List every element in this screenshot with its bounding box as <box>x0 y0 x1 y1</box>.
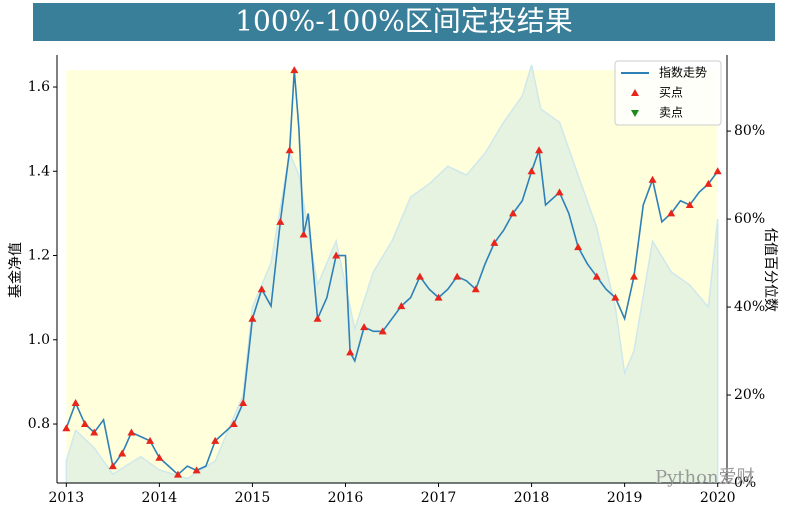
x-tick-label: 2020 <box>700 490 736 506</box>
buy-marker <box>239 398 248 406</box>
buy-marker <box>415 272 424 280</box>
x-tick-label: 2014 <box>142 490 178 506</box>
y-tick-label: 1.6 <box>28 79 50 95</box>
y2-tick-label: 40% <box>734 299 765 315</box>
buy-marker <box>667 209 676 217</box>
buy-marker <box>146 436 155 444</box>
buy-marker <box>555 188 564 196</box>
buy-marker <box>108 462 117 470</box>
y2-tick-label: 0% <box>734 475 756 491</box>
y2-axis-label: 估值百分位数 <box>762 228 778 312</box>
buy-marker <box>346 348 355 356</box>
legend-label: 指数走势 <box>659 65 707 80</box>
buy-marker <box>118 449 127 457</box>
buy-marker <box>71 398 80 406</box>
legend-label: 买点 <box>659 86 683 100</box>
x-tick-label: 2019 <box>607 490 643 506</box>
chart-title: 100%-100%区间定投结果 <box>235 5 573 38</box>
buy-marker <box>535 146 544 154</box>
legend-label: 卖点 <box>659 106 683 120</box>
buy-marker <box>290 66 299 74</box>
watermark: Python爱财 <box>655 467 755 488</box>
y-tick-label: 1.0 <box>28 332 50 348</box>
buy-marker <box>508 209 517 217</box>
buy-marker <box>434 293 443 301</box>
y-tick-label: 0.8 <box>28 416 50 432</box>
buy-marker <box>62 424 71 432</box>
buy-marker <box>471 285 480 293</box>
buy-marker <box>648 175 657 183</box>
buy-marker <box>299 230 308 238</box>
buy-marker <box>490 238 499 246</box>
legend-marker <box>631 89 639 96</box>
buy-marker <box>229 420 238 428</box>
buy-marker <box>574 243 583 251</box>
buy-marker <box>248 314 257 322</box>
buy-marker <box>453 272 462 280</box>
buy-marker <box>704 179 713 187</box>
buy-marker <box>713 167 722 175</box>
buy-marker <box>332 251 341 259</box>
y2-tick-label: 20% <box>734 387 765 403</box>
buy-marker <box>611 293 620 301</box>
y2-tick-label: 60% <box>734 211 765 227</box>
y2-tick-label: 80% <box>734 123 765 139</box>
buy-marker <box>211 436 220 444</box>
buy-marker <box>285 146 294 154</box>
buy-marker <box>257 285 266 293</box>
y-axis-label: 基金净值 <box>7 242 24 298</box>
y-tick-label: 1.2 <box>28 248 50 264</box>
legend-marker <box>631 110 639 117</box>
x-tick-label: 2015 <box>235 490 271 506</box>
title-banner <box>33 3 775 41</box>
buy-marker <box>313 314 322 322</box>
x-tick-label: 2018 <box>514 490 550 506</box>
buy-marker <box>397 302 406 310</box>
buy-marker <box>527 167 536 175</box>
buy-marker <box>685 200 694 208</box>
buy-marker <box>360 323 369 331</box>
buy-marker <box>80 420 89 428</box>
buy-marker <box>276 217 285 225</box>
x-tick-label: 2017 <box>421 490 457 506</box>
buy-marker <box>90 428 99 436</box>
buy-marker <box>155 453 164 461</box>
x-tick-label: 2016 <box>328 490 364 506</box>
buy-marker <box>192 466 201 474</box>
buy-marker <box>592 272 601 280</box>
buy-marker <box>629 272 638 280</box>
buy-marker <box>127 428 136 436</box>
buy-marker <box>173 470 182 478</box>
legend-box <box>614 60 722 126</box>
y-tick-label: 1.4 <box>28 163 50 179</box>
index-line <box>65 70 719 476</box>
buy-marker <box>378 327 387 335</box>
x-tick-label: 2013 <box>48 490 84 506</box>
